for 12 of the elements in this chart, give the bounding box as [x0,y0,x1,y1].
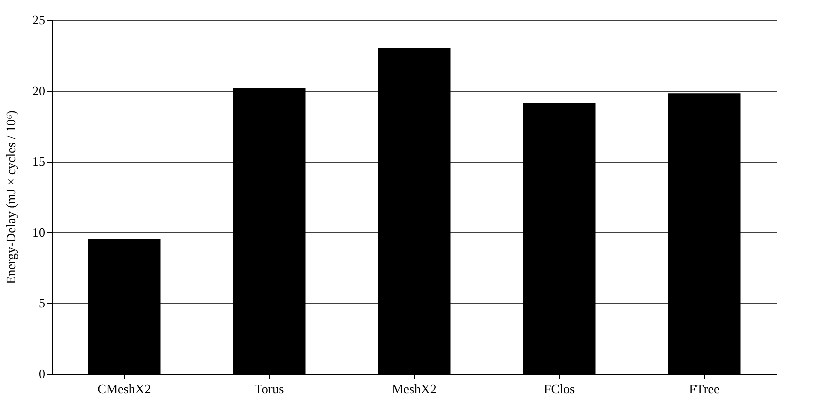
y-tick-label: 5 [39,296,46,311]
y-axis-title: Energy-Delay (mJ × cycles / 10⁶) [4,110,18,284]
x-tick-label: Torus [254,382,284,396]
x-tick-label: CMeshX2 [98,382,152,396]
y-tick-label: 0 [39,366,46,382]
x-tick-label: FTree [689,382,720,396]
x-tick-label: MeshX2 [392,382,437,396]
y-tick-label: 15 [32,154,46,170]
y-tick-label: 25 [32,12,46,28]
y-tick-label: 10 [32,224,46,240]
y-tick-label: 20 [32,83,46,98]
x-tick-label: FClos [544,382,576,396]
